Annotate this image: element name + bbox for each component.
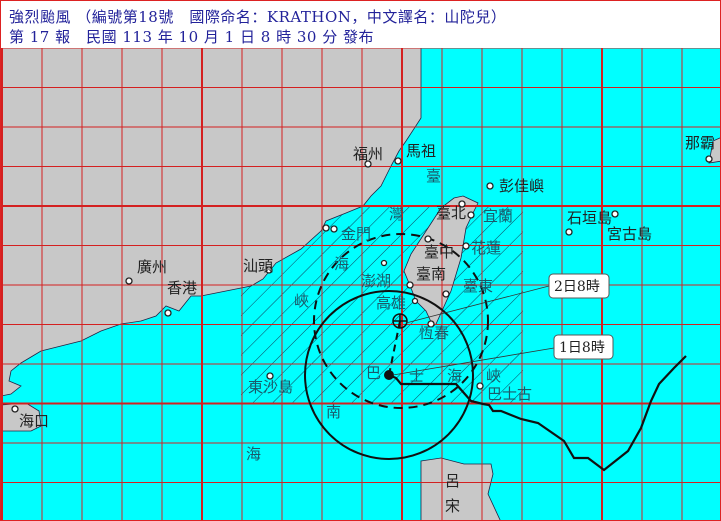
label-taipei: 臺北 bbox=[436, 204, 466, 222]
taiwan-land bbox=[403, 195, 479, 327]
forecast-tag-2d8h: 2日8時 bbox=[548, 273, 610, 299]
label-bashi-2: 士 bbox=[409, 367, 424, 385]
leader-2d8h bbox=[405, 285, 550, 324]
forecast-position-marker bbox=[392, 313, 408, 329]
label-strait-2: 灣 bbox=[389, 205, 404, 223]
label-naha: 那霸 bbox=[685, 134, 715, 152]
issue-time: 第 17 報 民國 113 年 10 月 1 日 8 時 30 分 發布 bbox=[9, 28, 374, 46]
luzon-land bbox=[420, 457, 501, 520]
label-kinmen: 金門 bbox=[341, 225, 371, 243]
label-bashi-3: 海 bbox=[447, 367, 462, 385]
label-hengchun: 恆春 bbox=[419, 324, 449, 342]
label-hualien: 花蓮 bbox=[471, 239, 501, 257]
label-pengjiayu: 彭佳嶼 bbox=[499, 177, 544, 195]
forecast-tag-1d8h: 1日8時 bbox=[553, 334, 614, 360]
label-haikou: 海口 bbox=[19, 412, 49, 430]
label-strait-4: 峽 bbox=[294, 292, 309, 310]
label-strait-1: 臺 bbox=[426, 167, 441, 185]
label-matsu: 馬祖 bbox=[406, 142, 436, 160]
tag-label: 2日8時 bbox=[554, 279, 600, 295]
forecast-track bbox=[388, 320, 401, 376]
storm-radius-circle bbox=[304, 290, 474, 460]
label-bashi-1: 巴 bbox=[366, 364, 381, 382]
current-position-dot bbox=[384, 370, 394, 380]
forecast-probability-circle bbox=[313, 233, 489, 409]
label-yilan: 宜蘭 bbox=[483, 207, 513, 225]
label-miyako: 宮古島 bbox=[607, 225, 652, 243]
label-luzon-2: 宋 bbox=[445, 497, 460, 515]
tag-label: 1日8時 bbox=[559, 340, 605, 356]
label-basco: 巴士古 bbox=[487, 385, 532, 403]
past-track bbox=[388, 355, 687, 472]
map-canvas: 2日8時 1日8時 福州 馬祖 金門 澎湖 高雄 臺北 宜 bbox=[1, 48, 720, 521]
label-guangzhou: 廣州 bbox=[137, 258, 167, 276]
label-taichung: 臺中 bbox=[424, 243, 454, 261]
label-tainan: 臺南 bbox=[416, 265, 446, 283]
label-hongkong: 香港 bbox=[167, 279, 197, 297]
label-ishigaki: 石垣島 bbox=[567, 209, 612, 227]
label-strait-3: 海 bbox=[334, 255, 349, 273]
city-markers bbox=[11, 155, 713, 413]
sea-labels: 臺 灣 海 峽 巴 士 海 峽 南 海 呂 宋 島 bbox=[246, 167, 501, 521]
label-bashi-4: 峽 bbox=[486, 367, 501, 385]
label-kaohsiung: 高雄 bbox=[376, 294, 406, 312]
label-fuzhou: 福州 bbox=[353, 145, 383, 163]
label-southsea-1: 南 bbox=[326, 403, 341, 421]
typhoon-title: 強烈颱風 （編號第18號 國際命名：KRATHON，中文譯名：山陀兒） bbox=[9, 8, 507, 26]
leader-1d8h bbox=[392, 347, 555, 376]
label-taitung: 臺東 bbox=[463, 277, 493, 295]
label-southsea-2: 海 bbox=[246, 445, 261, 463]
label-luzon-3: 島 bbox=[445, 519, 460, 521]
label-shantou: 汕頭 bbox=[243, 257, 273, 275]
label-luzon-1: 呂 bbox=[445, 472, 460, 490]
label-dongsha: 東沙島 bbox=[248, 378, 293, 396]
city-labels: 福州 馬祖 金門 澎湖 高雄 臺北 宜蘭 臺中 花蓮 臺南 臺東 恆春 彭佳嶼 … bbox=[19, 134, 715, 430]
label-penghu: 澎湖 bbox=[361, 272, 391, 290]
